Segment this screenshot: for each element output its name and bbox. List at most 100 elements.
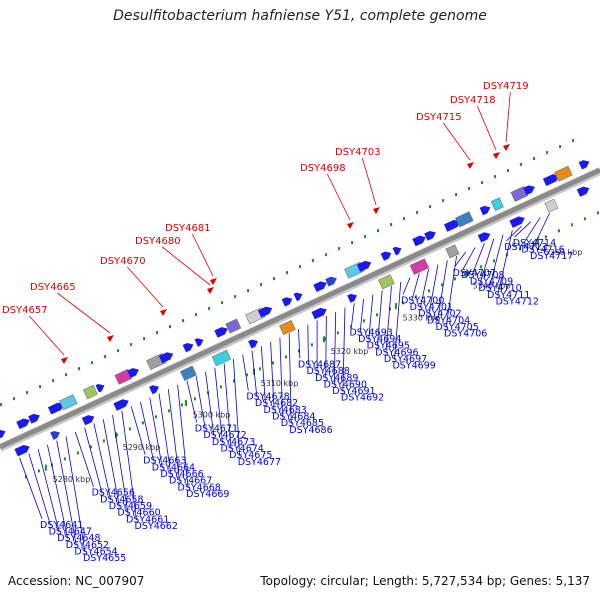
blue-gene-label: DSY4641: [40, 520, 83, 531]
inner-track-dot: [401, 301, 404, 305]
gene-arrow-shape: [194, 338, 204, 347]
blue-leader-line: [402, 277, 411, 295]
gene-arrow: [113, 399, 129, 411]
blue-gene-label: DSY4690: [324, 379, 367, 390]
blue-gene-label: DSY4683: [264, 405, 307, 416]
red-gene-label: DSY4703: [335, 147, 381, 158]
blue-leader-line: [359, 298, 364, 334]
blue-leader-line: [158, 393, 172, 475]
gene-arrow: [443, 219, 461, 232]
gene-block-shape: [409, 258, 430, 275]
gene-arrow: [347, 293, 358, 303]
outer-track-dot: [494, 175, 497, 179]
inner-track-dot: [258, 367, 261, 371]
scale-label: 5280 kbp: [53, 475, 91, 484]
inner-track-dot: [414, 295, 417, 299]
blue-gene-label: DSY4677: [238, 457, 281, 468]
gene-arrow: [392, 246, 402, 256]
outer-track-dot: [325, 253, 328, 257]
blue-leader-line: [385, 286, 392, 354]
blue-gene-label: DSY4652: [66, 540, 109, 551]
red-gene-label: DSY4657: [2, 305, 48, 316]
red-leader-line: [505, 91, 511, 143]
inner-track-dot: [453, 277, 456, 281]
blue-leader-line: [242, 354, 249, 391]
inner-track-dot: [596, 211, 599, 215]
blue-gene-label: DSY4664: [152, 462, 195, 473]
inner-track-dot: [557, 229, 560, 233]
gene-arrow: [47, 402, 65, 415]
blue-leader-line: [149, 397, 163, 469]
blue-leader-line: [186, 380, 198, 423]
blue-gene-label: DSY4654: [74, 546, 117, 557]
gene-arrow-shape: [113, 399, 129, 411]
gene-block-shape: [378, 274, 395, 290]
gene-block-shape: [225, 318, 242, 334]
outer-track-dot: [221, 301, 224, 305]
gene-block-shape: [544, 198, 559, 213]
inner-track-dot: [89, 445, 92, 449]
outer-track-dot: [559, 145, 562, 149]
inner-track-dot: [544, 235, 547, 239]
gene-arrow: [578, 160, 590, 170]
inner-track-dot: [336, 331, 339, 335]
inner-track-dot: [24, 475, 27, 479]
gene-arrow-shape: [347, 293, 358, 303]
outer-track-dot: [195, 313, 198, 317]
blue-gene-label: DSY4660: [117, 508, 160, 519]
blue-leader-line: [437, 260, 448, 321]
blue-leader-line: [93, 423, 112, 501]
inner-track-dot: [245, 373, 248, 377]
blue-gene-label: DSY4714: [513, 238, 556, 249]
outer-track-dot: [377, 229, 380, 233]
gene-arrow: [479, 205, 491, 216]
outer-track-dot: [26, 391, 29, 395]
gene-arrow-shape: [542, 174, 560, 186]
blue-leader-line: [462, 247, 476, 270]
red-leader-line: [29, 315, 65, 356]
inner-track-dot: [219, 385, 222, 389]
red-marker: [107, 335, 114, 342]
outer-track-dot: [156, 331, 159, 335]
blue-gene-label: DSY4662: [135, 521, 178, 532]
blue-gene-label: DSY4712: [496, 297, 539, 308]
blue-leader-line: [368, 294, 374, 340]
scale-tick: [536, 237, 539, 244]
blue-leader-line: [223, 363, 232, 450]
blue-leader-line: [497, 230, 513, 296]
blue-leader-line: [298, 329, 301, 359]
gene-arrow-shape: [0, 429, 6, 439]
red-gene-label: DSY4698: [300, 163, 346, 174]
red-marker: [210, 278, 217, 285]
blue-leader-line: [523, 217, 541, 244]
outer-track-dot: [0, 403, 3, 407]
blue-gene-label: DSY4689: [315, 373, 358, 384]
blue-gene-label: DSY4673: [212, 437, 255, 448]
scale-label: 5330 kbp: [403, 314, 441, 323]
gene-arrow: [225, 318, 242, 334]
blue-leader-line: [333, 311, 337, 386]
red-leader-line: [127, 266, 164, 308]
inner-track-dot: [37, 469, 40, 473]
blue-leader-line: [28, 453, 51, 526]
blue-leader-line: [195, 376, 206, 430]
gene-arrow-shape: [479, 205, 491, 216]
gene-arrow: [378, 274, 395, 290]
gene-arrow: [257, 306, 273, 318]
scale-label: 5350 kbp: [545, 248, 583, 257]
outer-track-dot: [169, 325, 172, 329]
red-leader-line: [476, 105, 497, 151]
gene-arrow-shape: [28, 413, 40, 424]
blue-gene-label: DSY4663: [143, 456, 186, 467]
blue-leader-line: [531, 212, 550, 251]
gene-arrow-shape: [14, 444, 30, 457]
outer-track-dot: [286, 271, 289, 275]
outer-track-dot: [572, 139, 575, 143]
red-leader-line: [57, 292, 111, 334]
inner-track-dot: [284, 355, 287, 359]
blue-leader-line: [342, 307, 346, 392]
blue-gene-label: DSY4655: [83, 553, 126, 564]
gene-arrow-shape: [443, 219, 461, 232]
gene-arrow-shape: [158, 352, 174, 364]
